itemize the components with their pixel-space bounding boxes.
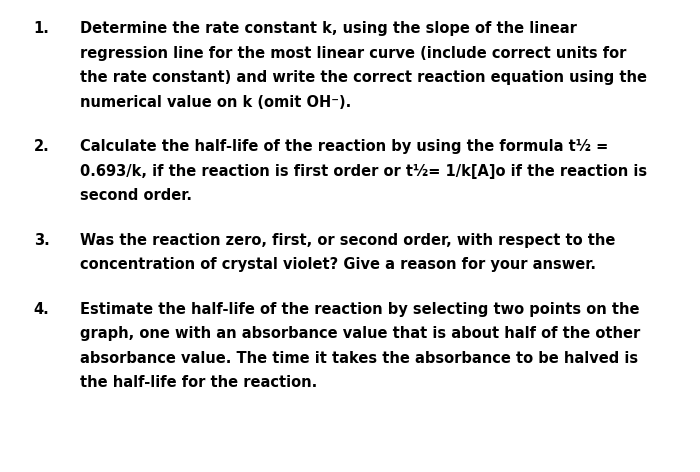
- Text: 1.: 1.: [34, 21, 50, 36]
- Text: 2.: 2.: [34, 139, 49, 154]
- Text: 4.: 4.: [34, 302, 49, 317]
- Text: Calculate the half-life of the reaction by using the formula t½ =: Calculate the half-life of the reaction …: [80, 139, 609, 154]
- Text: the rate constant) and write the correct reaction equation using the: the rate constant) and write the correct…: [80, 70, 648, 85]
- Text: second order.: second order.: [80, 188, 193, 203]
- Text: Determine the rate constant k, using the slope of the linear: Determine the rate constant k, using the…: [80, 21, 578, 36]
- Text: 3.: 3.: [34, 233, 49, 248]
- Text: regression line for the most linear curve (include correct units for: regression line for the most linear curv…: [80, 46, 627, 61]
- Text: graph, one with an absorbance value that is about half of the other: graph, one with an absorbance value that…: [80, 326, 640, 341]
- Text: absorbance value. The time it takes the absorbance to be halved is: absorbance value. The time it takes the …: [80, 351, 638, 366]
- Text: Estimate the half-life of the reaction by selecting two points on the: Estimate the half-life of the reaction b…: [80, 302, 640, 317]
- Text: numerical value on k (omit OH⁻).: numerical value on k (omit OH⁻).: [80, 95, 351, 110]
- Text: Was the reaction zero, first, or second order, with respect to the: Was the reaction zero, first, or second …: [80, 233, 616, 248]
- Text: the half-life for the reaction.: the half-life for the reaction.: [80, 375, 318, 390]
- Text: 0.693/k, if the reaction is first order or t½= 1/k[A]o if the reaction is: 0.693/k, if the reaction is first order …: [80, 164, 648, 179]
- Text: concentration of crystal violet? Give a reason for your answer.: concentration of crystal violet? Give a …: [80, 257, 596, 272]
